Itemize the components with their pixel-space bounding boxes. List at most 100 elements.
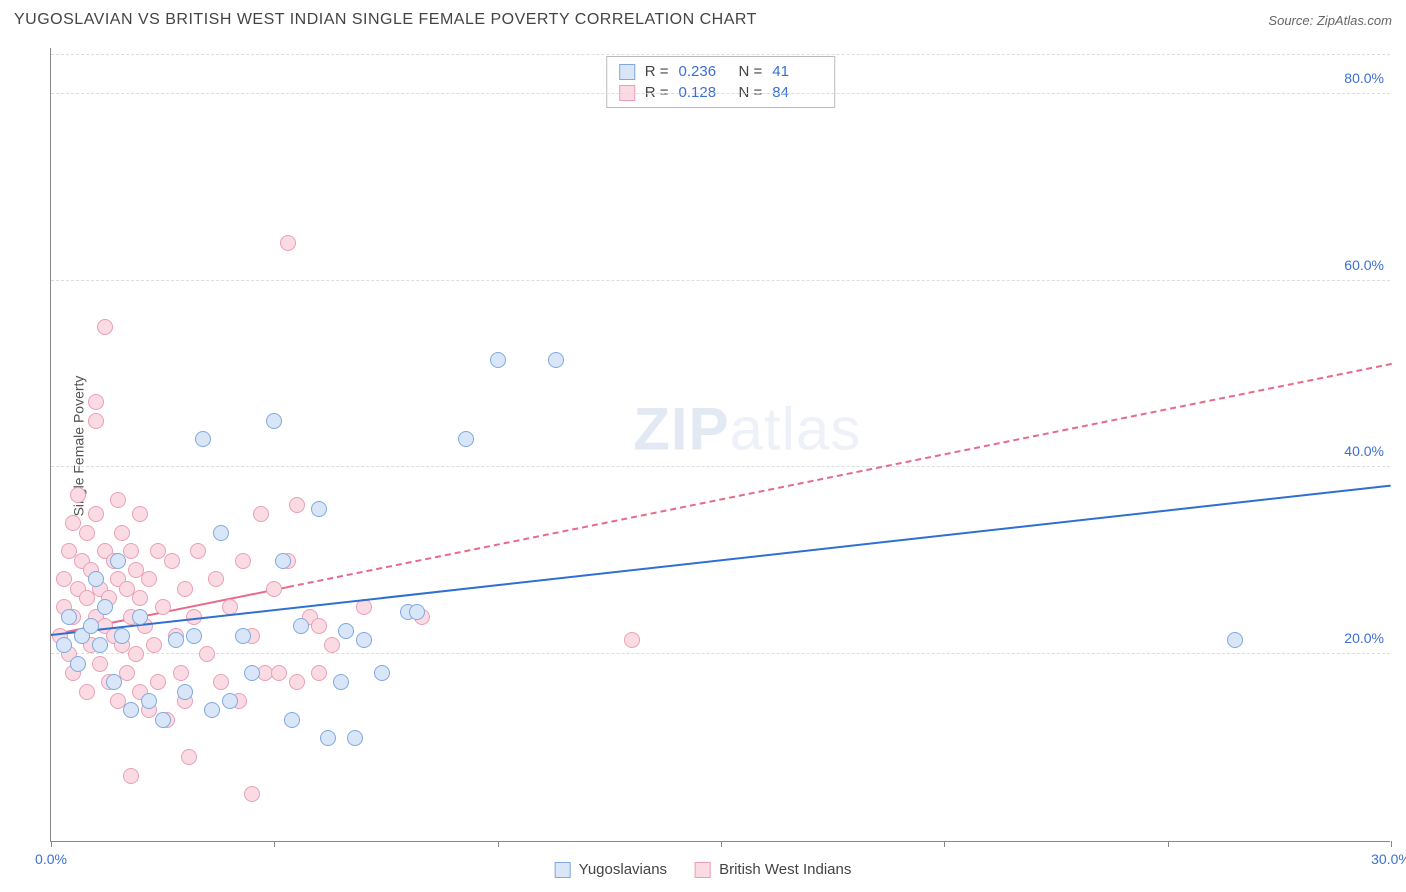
data-point bbox=[97, 319, 113, 335]
data-point bbox=[311, 665, 327, 681]
legend-label: British West Indians bbox=[719, 861, 851, 878]
data-point bbox=[275, 553, 291, 569]
trend-line bbox=[51, 484, 1391, 635]
data-point bbox=[266, 581, 282, 597]
data-point bbox=[208, 571, 224, 587]
watermark: ZIPatlas bbox=[633, 394, 861, 463]
data-point bbox=[56, 637, 72, 653]
data-point bbox=[132, 506, 148, 522]
x-tick bbox=[498, 841, 499, 847]
data-point bbox=[204, 702, 220, 718]
data-point bbox=[70, 656, 86, 672]
watermark-bold: ZIP bbox=[633, 395, 729, 462]
data-point bbox=[164, 553, 180, 569]
x-tick bbox=[1168, 841, 1169, 847]
correlation-stats-box: R =0.236N =41R =0.128N =84 bbox=[606, 56, 836, 108]
series-legend: Yugoslavians British West Indians bbox=[555, 861, 852, 878]
data-point bbox=[132, 609, 148, 625]
n-label: N = bbox=[739, 63, 763, 80]
legend-item: British West Indians bbox=[695, 861, 851, 878]
data-point bbox=[253, 506, 269, 522]
data-point bbox=[79, 684, 95, 700]
gridline bbox=[51, 54, 1390, 55]
data-point bbox=[128, 646, 144, 662]
data-point bbox=[347, 730, 363, 746]
data-point bbox=[97, 599, 113, 615]
data-point bbox=[409, 604, 425, 620]
data-point bbox=[123, 768, 139, 784]
data-point bbox=[244, 665, 260, 681]
data-point bbox=[186, 628, 202, 644]
data-point bbox=[624, 632, 640, 648]
data-point bbox=[110, 553, 126, 569]
data-point bbox=[333, 674, 349, 690]
y-tick-label: 80.0% bbox=[1344, 70, 1384, 86]
data-point bbox=[119, 665, 135, 681]
data-point bbox=[458, 431, 474, 447]
data-point bbox=[141, 693, 157, 709]
data-point bbox=[324, 637, 340, 653]
data-point bbox=[311, 618, 327, 634]
data-point bbox=[181, 749, 197, 765]
data-point bbox=[132, 590, 148, 606]
data-point bbox=[280, 235, 296, 251]
data-point bbox=[284, 712, 300, 728]
data-point bbox=[106, 674, 122, 690]
series-swatch bbox=[555, 862, 571, 878]
data-point bbox=[293, 618, 309, 634]
x-tick bbox=[944, 841, 945, 847]
x-tick bbox=[1391, 841, 1392, 847]
data-point bbox=[266, 413, 282, 429]
data-point bbox=[173, 665, 189, 681]
legend-item: Yugoslavians bbox=[555, 861, 667, 878]
data-point bbox=[70, 487, 86, 503]
legend-label: Yugoslavians bbox=[579, 861, 667, 878]
n-value: 41 bbox=[772, 63, 822, 80]
data-point bbox=[114, 525, 130, 541]
series-swatch bbox=[695, 862, 711, 878]
data-point bbox=[548, 352, 564, 368]
data-point bbox=[155, 599, 171, 615]
data-point bbox=[79, 525, 95, 541]
x-tick bbox=[51, 841, 52, 847]
scatter-chart: ZIPatlas R =0.236N =41R =0.128N =84 20.0… bbox=[50, 48, 1390, 842]
data-point bbox=[146, 637, 162, 653]
x-tick-label: 30.0% bbox=[1371, 851, 1406, 867]
data-point bbox=[177, 684, 193, 700]
r-label: R = bbox=[645, 63, 669, 80]
data-point bbox=[374, 665, 390, 681]
r-value: 0.236 bbox=[679, 63, 729, 80]
data-point bbox=[195, 431, 211, 447]
data-point bbox=[199, 646, 215, 662]
y-tick-label: 20.0% bbox=[1344, 630, 1384, 646]
data-point bbox=[289, 497, 305, 513]
data-point bbox=[244, 786, 260, 802]
chart-source: Source: ZipAtlas.com bbox=[1268, 13, 1392, 28]
data-point bbox=[92, 656, 108, 672]
gridline bbox=[51, 280, 1390, 281]
chart-title: YUGOSLAVIAN VS BRITISH WEST INDIAN SINGL… bbox=[14, 11, 757, 29]
stats-row: R = 0.236 N = 41 bbox=[619, 61, 823, 82]
source-value: ZipAtlas.com bbox=[1317, 13, 1392, 28]
data-point bbox=[338, 623, 354, 639]
data-point bbox=[88, 571, 104, 587]
data-point bbox=[155, 712, 171, 728]
series-swatch bbox=[619, 64, 635, 80]
data-point bbox=[88, 506, 104, 522]
gridline bbox=[51, 466, 1390, 467]
data-point bbox=[235, 628, 251, 644]
x-tick-label: 0.0% bbox=[35, 851, 67, 867]
gridline bbox=[51, 93, 1390, 94]
data-point bbox=[213, 525, 229, 541]
data-point bbox=[213, 674, 229, 690]
data-point bbox=[110, 492, 126, 508]
data-point bbox=[83, 618, 99, 634]
data-point bbox=[168, 632, 184, 648]
data-point bbox=[311, 501, 327, 517]
data-point bbox=[235, 553, 251, 569]
data-point bbox=[320, 730, 336, 746]
data-point bbox=[190, 543, 206, 559]
data-point bbox=[61, 609, 77, 625]
watermark-light: atlas bbox=[730, 395, 862, 462]
data-point bbox=[88, 394, 104, 410]
